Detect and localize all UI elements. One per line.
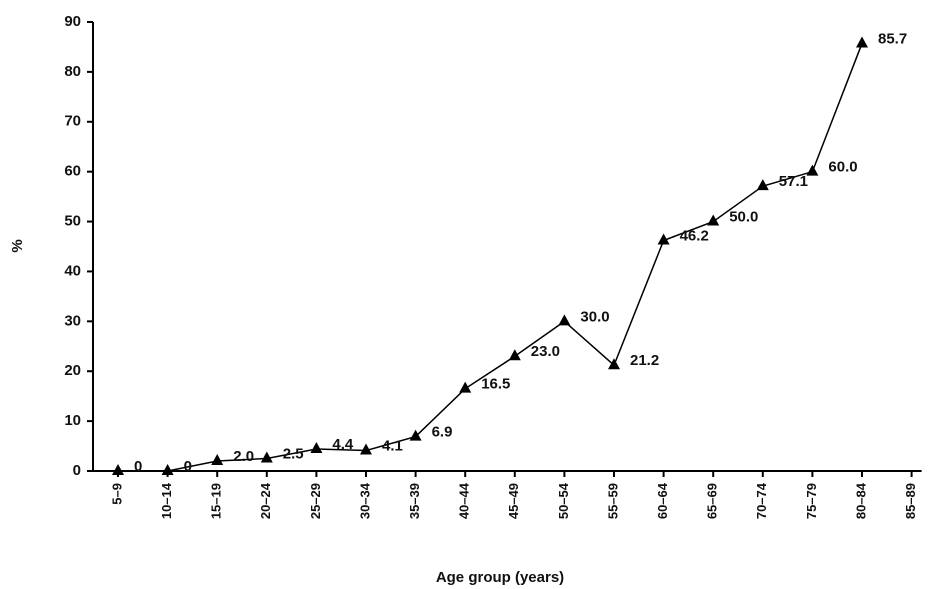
data-label: 16.5 [481, 376, 510, 393]
marker [409, 429, 422, 441]
marker [558, 314, 571, 326]
marker [310, 442, 323, 454]
marker [459, 381, 472, 393]
y-tick-label: 30 [64, 312, 81, 329]
data-label: 23.0 [531, 343, 560, 360]
x-tick-label: 60–64 [655, 482, 670, 519]
x-tick-label: 50–54 [556, 482, 571, 519]
y-tick-label: 40 [64, 262, 81, 279]
data-label: 4.1 [382, 438, 403, 455]
marker [856, 36, 868, 48]
marker [756, 179, 769, 191]
marker [707, 214, 720, 226]
x-axis-label: Age group (years) [436, 569, 564, 586]
marker [806, 164, 819, 176]
marker [112, 464, 124, 475]
x-tick-label: 70–74 [754, 482, 769, 519]
x-tick-label: 80–84 [853, 482, 868, 519]
y-tick-label: 0 [73, 462, 81, 479]
data-label: 46.2 [680, 227, 709, 244]
y-tick-label: 20 [64, 362, 81, 379]
marker [508, 349, 521, 361]
data-label: 57.1 [779, 173, 808, 190]
data-label: 0 [184, 458, 192, 475]
x-tick-label: 75–79 [804, 483, 819, 519]
y-tick-label: 90 [64, 13, 81, 30]
marker [360, 443, 372, 455]
data-label: 4.4 [332, 436, 354, 453]
data-label: 0 [134, 458, 142, 475]
data-label: 50.0 [729, 209, 758, 226]
x-tick-label: 40–44 [457, 482, 472, 519]
marker [608, 358, 620, 370]
y-tick-label: 10 [64, 412, 81, 429]
marker [657, 233, 670, 245]
data-label: 2.5 [283, 445, 304, 462]
marker [211, 454, 224, 466]
data-label: 30.0 [580, 308, 609, 325]
y-tick-label: 60 [64, 163, 81, 180]
data-label: 2.0 [233, 448, 254, 465]
x-tick-label: 30–34 [357, 482, 372, 519]
y-axis-label: % [9, 239, 26, 252]
y-tick-label: 50 [64, 213, 81, 230]
x-tick-label: 35–39 [407, 483, 422, 519]
data-label: 85.7 [878, 30, 907, 47]
y-tick-label: 70 [64, 113, 81, 130]
x-tick-label: 55–59 [605, 483, 620, 519]
x-tick-label: 45–49 [506, 483, 521, 519]
data-label: 6.9 [432, 424, 453, 441]
data-label: 60.0 [828, 159, 857, 176]
marker [260, 451, 273, 463]
x-tick-label: 15–19 [209, 483, 224, 519]
x-tick-label: 85–89 [903, 483, 918, 519]
x-tick-label: 10–14 [159, 482, 174, 519]
y-tick-label: 80 [64, 63, 81, 80]
x-tick-label: 20–24 [258, 482, 273, 519]
x-tick-label: 5–9 [109, 483, 124, 505]
data-label: 21.2 [630, 352, 659, 369]
x-tick-label: 25–29 [308, 483, 323, 519]
x-tick-label: 65–69 [705, 483, 720, 519]
marker [161, 464, 174, 475]
line [118, 43, 863, 472]
